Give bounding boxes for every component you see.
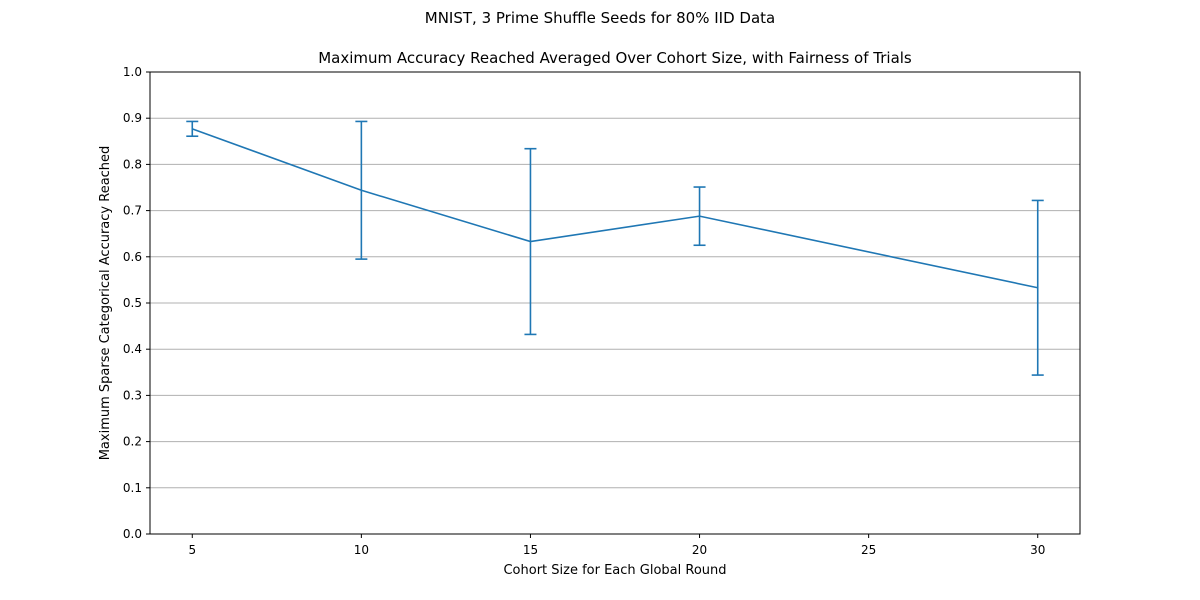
series-line — [191, 128, 1038, 289]
x-tick-label: 20 — [692, 543, 707, 557]
y-tick-label: 1.0 — [123, 65, 142, 79]
y-tick-label: 0.5 — [123, 296, 142, 310]
y-tick-label: 0.9 — [123, 111, 142, 125]
y-tick-label: 0.8 — [123, 157, 142, 171]
chart-title: Maximum Accuracy Reached Averaged Over C… — [318, 49, 912, 67]
x-axis-label: Cohort Size for Each Global Round — [503, 563, 726, 578]
chart-suptitle: MNIST, 3 Prime Shuffle Seeds for 80% IID… — [425, 9, 775, 27]
x-tick-label: 10 — [354, 543, 369, 557]
series-layer — [186, 120, 1044, 376]
y-tick-label: 0.0 — [123, 527, 142, 541]
axis-ticks: 0.0 0.1 0.2 0.3 0.4 0.5 0.6 0.7 0.8 0.9 1.0 5 10 15 20… — [123, 65, 1045, 557]
x-tick-label: 15 — [523, 543, 538, 557]
y-tick-label: 0.3 — [123, 388, 142, 402]
y-tick-label: 0.2 — [123, 435, 142, 449]
y-tick-label: 0.4 — [123, 342, 142, 356]
y-tick-label: 0.1 — [123, 481, 142, 495]
x-tick-label: 30 — [1030, 543, 1045, 557]
grid-lines — [150, 71, 1080, 535]
y-axis-label: Maximum Sparse Categorical Accuracy Reac… — [98, 146, 113, 461]
y-tick-label: 0.7 — [123, 204, 142, 218]
x-tick-label: 25 — [861, 543, 876, 557]
y-tick-label: 0.6 — [123, 250, 142, 264]
x-tick-label: 5 — [188, 543, 196, 557]
